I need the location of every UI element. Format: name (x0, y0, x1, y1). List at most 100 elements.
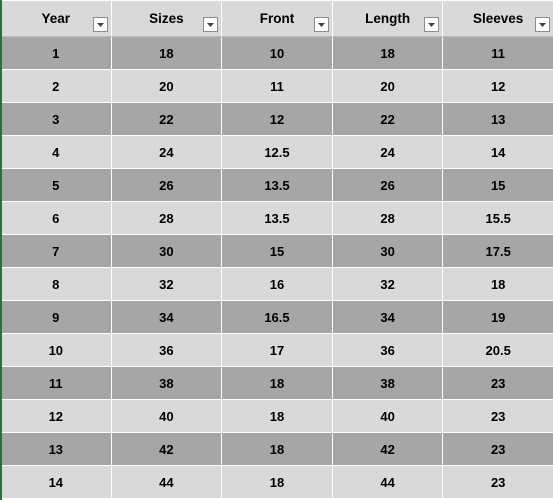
sizes-cell[interactable]: 44 (110, 465, 223, 499)
sleeves-cell[interactable]: 15 (442, 168, 553, 202)
length-cell[interactable]: 32 (331, 267, 444, 301)
front-cell[interactable]: 13.5 (221, 168, 333, 202)
length-cell[interactable]: 28 (331, 201, 444, 235)
table-row: 7 30 15 30 17.5 (2, 234, 553, 268)
year-cell[interactable]: 8 (2, 267, 112, 301)
sleeves-cell[interactable]: 23 (442, 432, 553, 466)
table-row: 14 44 18 44 23 (2, 465, 553, 499)
length-cell[interactable]: 26 (331, 168, 444, 202)
front-cell[interactable]: 10 (221, 36, 333, 70)
table-row: 5 26 13.5 26 15 (2, 168, 553, 202)
front-cell[interactable]: 16 (221, 267, 333, 301)
front-cell[interactable]: 12.5 (221, 135, 333, 169)
year-cell[interactable]: 13 (2, 432, 112, 466)
front-cell[interactable]: 18 (221, 465, 333, 499)
header-label: Front (259, 11, 295, 26)
header-label: Year (41, 11, 71, 26)
sleeves-cell[interactable]: 18 (442, 267, 553, 301)
table-row: 1 18 10 18 11 (2, 36, 553, 70)
table-row: 2 20 11 20 12 (2, 69, 553, 103)
sleeves-cell[interactable]: 20.5 (442, 333, 553, 367)
sizes-cell[interactable]: 42 (110, 432, 223, 466)
front-cell[interactable]: 15 (221, 234, 333, 268)
front-cell[interactable]: 17 (221, 333, 333, 367)
front-cell[interactable]: 12 (221, 102, 333, 136)
year-cell[interactable]: 12 (2, 399, 112, 433)
sizes-cell[interactable]: 34 (110, 300, 223, 334)
header-label: Sleeves (473, 11, 524, 26)
front-cell[interactable]: 18 (221, 399, 333, 433)
sizes-cell[interactable]: 28 (110, 201, 223, 235)
front-cell[interactable]: 16.5 (221, 300, 333, 334)
sleeves-cell[interactable]: 19 (442, 300, 553, 334)
year-cell[interactable]: 14 (2, 465, 112, 499)
sizes-cell[interactable]: 30 (110, 234, 223, 268)
year-cell[interactable]: 6 (2, 201, 112, 235)
length-cell[interactable]: 18 (331, 36, 444, 70)
sleeves-cell[interactable]: 14 (442, 135, 553, 169)
table-row: 6 28 13.5 28 15.5 (2, 201, 553, 235)
length-cell[interactable]: 36 (331, 333, 444, 367)
header-year[interactable]: Year (2, 0, 112, 37)
year-cell[interactable]: 10 (2, 333, 112, 367)
sleeves-cell[interactable]: 23 (442, 366, 553, 400)
sizes-cell[interactable]: 36 (110, 333, 223, 367)
year-cell[interactable]: 9 (2, 300, 112, 334)
sizes-cell[interactable]: 18 (110, 36, 223, 70)
header-length[interactable]: Length (331, 0, 444, 37)
sizes-cell[interactable]: 38 (110, 366, 223, 400)
header-sizes[interactable]: Sizes (110, 0, 223, 37)
sleeves-cell[interactable]: 12 (442, 69, 553, 103)
table-row: 11 38 18 38 23 (2, 366, 553, 400)
year-cell[interactable]: 5 (2, 168, 112, 202)
sizes-cell[interactable]: 22 (110, 102, 223, 136)
filter-dropdown-icon[interactable] (424, 17, 440, 32)
header-label: Length (365, 11, 411, 26)
sleeves-cell[interactable]: 15.5 (442, 201, 553, 235)
length-cell[interactable]: 34 (331, 300, 444, 334)
front-cell[interactable]: 11 (221, 69, 333, 103)
sleeves-cell[interactable]: 23 (442, 399, 553, 433)
header-sleeves[interactable]: Sleeves (442, 0, 553, 37)
length-cell[interactable]: 42 (331, 432, 444, 466)
sleeves-cell[interactable]: 17.5 (442, 234, 553, 268)
length-cell[interactable]: 20 (331, 69, 444, 103)
sizes-cell[interactable]: 24 (110, 135, 223, 169)
year-cell[interactable]: 2 (2, 69, 112, 103)
sizes-cell[interactable]: 40 (110, 399, 223, 433)
header-front[interactable]: Front (221, 0, 333, 37)
filter-dropdown-icon[interactable] (92, 17, 108, 32)
sizes-cell[interactable]: 20 (110, 69, 223, 103)
sleeves-cell[interactable]: 13 (442, 102, 553, 136)
sizes-cell[interactable]: 26 (110, 168, 223, 202)
filter-dropdown-icon[interactable] (203, 17, 219, 32)
sizes-cell[interactable]: 32 (110, 267, 223, 301)
filter-dropdown-icon[interactable] (313, 17, 329, 32)
front-cell[interactable]: 18 (221, 432, 333, 466)
length-cell[interactable]: 24 (331, 135, 444, 169)
table-body: 1 18 10 18 11 2 20 11 20 12 3 22 12 22 13 4 24 12.5 24 14 5 2… (2, 36, 553, 499)
year-cell[interactable]: 4 (2, 135, 112, 169)
length-cell[interactable]: 38 (331, 366, 444, 400)
length-cell[interactable]: 44 (331, 465, 444, 499)
sleeves-cell[interactable]: 23 (442, 465, 553, 499)
table-row: 4 24 12.5 24 14 (2, 135, 553, 169)
year-cell[interactable]: 1 (2, 36, 112, 70)
front-cell[interactable]: 18 (221, 366, 333, 400)
length-cell[interactable]: 30 (331, 234, 444, 268)
table-row: 12 40 18 40 23 (2, 399, 553, 433)
front-cell[interactable]: 13.5 (221, 201, 333, 235)
year-cell[interactable]: 7 (2, 234, 112, 268)
sleeves-cell[interactable]: 11 (442, 36, 553, 70)
length-cell[interactable]: 40 (331, 399, 444, 433)
table-row: 10 36 17 36 20.5 (2, 333, 553, 367)
header-label: Sizes (149, 11, 184, 26)
table-row: 13 42 18 42 23 (2, 432, 553, 466)
year-cell[interactable]: 11 (2, 366, 112, 400)
filter-dropdown-icon[interactable] (534, 17, 550, 32)
year-cell[interactable]: 3 (2, 102, 112, 136)
length-cell[interactable]: 22 (331, 102, 444, 136)
table-row: 8 32 16 32 18 (2, 267, 553, 301)
